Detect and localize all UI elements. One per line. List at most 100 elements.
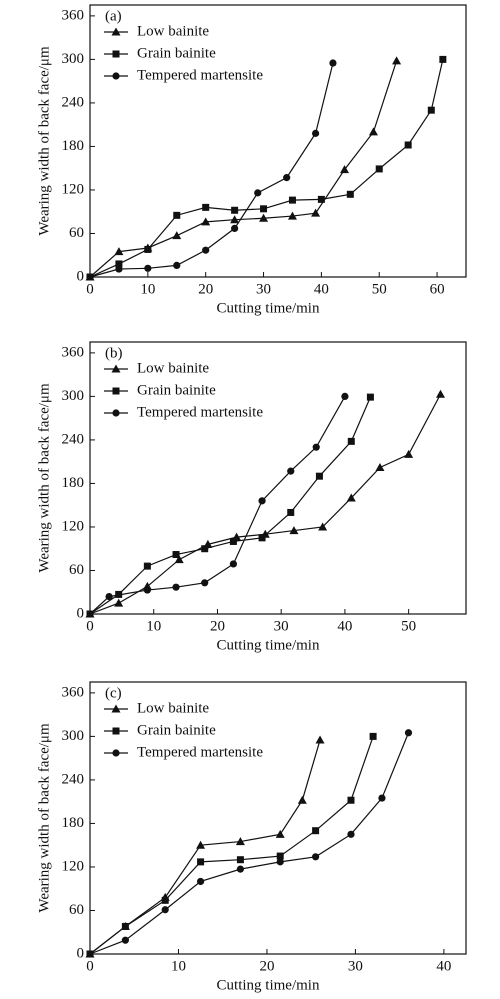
- x-tick-label: 60: [430, 281, 445, 297]
- marker-square: [258, 534, 266, 542]
- y-tick-label: 360: [62, 344, 85, 360]
- y-tick-label: 300: [62, 51, 85, 67]
- marker-circle: [231, 224, 239, 233]
- series-line: [89, 62, 334, 278]
- marker-circle: [105, 592, 113, 601]
- legend-label: Grain bainite: [137, 722, 216, 738]
- y-tick-label: 300: [62, 728, 85, 744]
- marker-square: [287, 508, 295, 516]
- marker-triangle: [315, 735, 325, 744]
- plot-frame: [89, 4, 467, 278]
- panel: 0 60 120 180 240 300 360 0 10 20 30 40 50 60 Cutting t…: [36, 4, 467, 316]
- marker-square: [197, 858, 205, 866]
- marker-square: [229, 537, 237, 545]
- plot-frame: [89, 341, 467, 615]
- x-tick-label: 0: [86, 281, 94, 297]
- x-tick-label: 20: [210, 618, 225, 634]
- marker-triangle: [201, 217, 211, 226]
- marker-square: [375, 165, 383, 173]
- marker-triangle: [404, 449, 414, 458]
- marker-triangle: [297, 795, 307, 804]
- x-tick-label: 20: [198, 281, 213, 297]
- y-tick-label: 120: [62, 858, 85, 874]
- marker-circle: [287, 467, 295, 475]
- marker-triangle: [368, 127, 378, 136]
- marker-square: [260, 205, 268, 213]
- x-tick-label: 40: [337, 618, 352, 634]
- legend-label: Tempered martensite: [137, 67, 263, 83]
- marker-circle: [312, 853, 320, 861]
- marker-circle: [276, 858, 284, 866]
- x-tick-label: 10: [140, 281, 155, 297]
- marker-circle: [172, 583, 180, 591]
- series-line: [89, 732, 410, 955]
- marker-circle: [86, 950, 94, 958]
- marker-circle: [312, 129, 320, 137]
- y-axis-label: Wearing width of back face/μm: [36, 383, 52, 573]
- marker-square: [112, 727, 120, 735]
- x-tick-label: 50: [401, 618, 416, 634]
- marker-square: [144, 245, 152, 253]
- marker-circle: [341, 392, 349, 400]
- legend-label: Tempered martensite: [137, 404, 263, 420]
- x-tick-label: 10: [146, 618, 161, 634]
- marker-circle: [404, 729, 413, 737]
- marker-circle: [86, 273, 94, 281]
- marker-circle: [86, 610, 94, 618]
- marker-square: [202, 203, 210, 211]
- y-axis-label: Wearing width of back face/μm: [36, 723, 52, 913]
- marker-circle: [202, 246, 210, 254]
- marker-triangle: [174, 555, 184, 564]
- y-tick-label: 240: [62, 771, 85, 787]
- x-tick-label: 50: [372, 281, 387, 297]
- marker-triangle: [318, 522, 328, 531]
- y-axis-label: Wearing width of back face/μm: [36, 46, 52, 236]
- marker-square: [346, 190, 354, 198]
- marker-circle: [236, 865, 244, 873]
- y-tick-label: 60: [69, 225, 84, 241]
- marker-square: [161, 896, 169, 904]
- marker-circle: [378, 794, 386, 802]
- legend-label: Low bainite: [137, 23, 209, 39]
- series-line: [89, 396, 371, 615]
- y-tick-label: 0: [77, 268, 85, 284]
- x-axis-label: Cutting time/min: [217, 637, 320, 653]
- legend-label: Grain bainite: [137, 45, 216, 61]
- marker-square: [312, 827, 320, 835]
- marker-square: [366, 393, 374, 401]
- marker-triangle: [287, 211, 297, 220]
- panel-label: (b): [105, 345, 123, 361]
- marker-square: [143, 562, 151, 570]
- marker-circle: [196, 877, 205, 886]
- marker-square: [173, 211, 181, 219]
- legend-label: Grain bainite: [137, 382, 216, 398]
- y-tick-label: 240: [62, 431, 85, 447]
- y-tick-label: 360: [62, 7, 85, 23]
- marker-triangle: [311, 208, 321, 217]
- y-tick-label: 0: [77, 945, 85, 961]
- marker-square: [276, 852, 284, 860]
- marker-square: [201, 545, 209, 553]
- marker-square: [115, 260, 123, 268]
- marker-triangle: [230, 215, 240, 224]
- y-tick-label: 240: [62, 94, 85, 110]
- marker-triangle: [172, 231, 182, 240]
- legend-label: Low bainite: [137, 360, 209, 376]
- marker-circle: [329, 59, 337, 67]
- x-tick-label: 30: [348, 958, 363, 974]
- marker-square: [347, 437, 355, 445]
- marker-circle: [161, 906, 169, 914]
- x-tick-label: 30: [256, 281, 271, 297]
- y-tick-label: 180: [62, 138, 85, 154]
- marker-square: [231, 206, 239, 214]
- x-axis-label: Cutting time/min: [217, 300, 320, 316]
- marker-square: [112, 50, 120, 58]
- panel: 0 60 120 180 240 300 360 0 10 20 30 40 Cutting time/…: [36, 681, 467, 993]
- marker-triangle: [114, 598, 124, 607]
- marker-triangle: [111, 27, 121, 36]
- marker-square: [369, 732, 377, 740]
- marker-triangle: [392, 56, 402, 65]
- marker-triangle: [196, 840, 206, 849]
- series-line: [89, 60, 398, 278]
- marker-triangle: [114, 247, 124, 256]
